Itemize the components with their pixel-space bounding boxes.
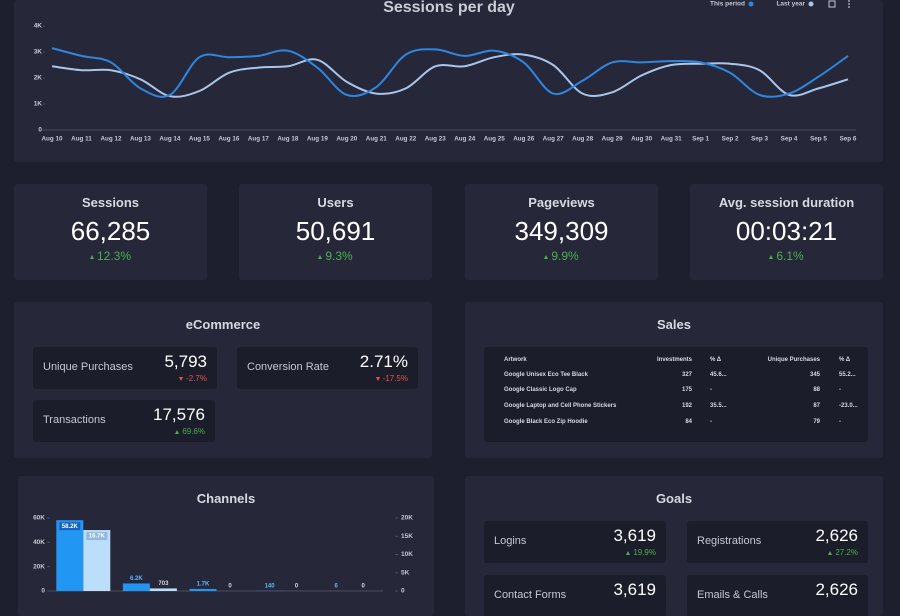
tile-label: Conversion Rate bbox=[247, 361, 329, 373]
kpi-card: Sessions 66,285 12.3% bbox=[14, 184, 207, 280]
card-title: eCommerce bbox=[14, 317, 432, 332]
trend-icon bbox=[90, 255, 94, 259]
tile-label: Transactions bbox=[43, 414, 106, 426]
card-title: Goals bbox=[465, 491, 883, 506]
table-cell: 192 bbox=[682, 403, 692, 409]
kpi-delta-row: 9.9% bbox=[465, 249, 658, 263]
table-cell: Google Unisex Eco Tee Black bbox=[504, 372, 588, 378]
tile-value: 2.71% bbox=[360, 352, 408, 372]
tile-delta: 19.9% bbox=[633, 548, 656, 557]
table-cell: 88 bbox=[813, 387, 820, 393]
trend-icon bbox=[179, 377, 183, 381]
tile-value: 2,626 bbox=[815, 526, 858, 546]
kpi-label: Pageviews bbox=[465, 195, 658, 210]
kpi-value: 50,691 bbox=[239, 216, 432, 247]
trend-icon bbox=[318, 255, 322, 259]
metric-tile: Emails & Calls 2,626 bbox=[687, 575, 868, 616]
kpi-value: 349,309 bbox=[465, 216, 658, 247]
tile-label: Logins bbox=[494, 535, 526, 547]
table-cell: 35.5... bbox=[710, 403, 727, 409]
trend-icon bbox=[626, 551, 630, 555]
trend-icon bbox=[828, 551, 832, 555]
tile-delta: 69.6% bbox=[182, 427, 205, 436]
table-header-cell: % Δ bbox=[710, 357, 721, 363]
table-cell: 345 bbox=[810, 372, 820, 378]
tile-delta: -17.5% bbox=[383, 374, 408, 383]
tile-label: Registrations bbox=[697, 535, 761, 547]
tile-delta-row: 19.9% bbox=[626, 548, 656, 557]
tile-label: Contact Forms bbox=[494, 589, 566, 601]
tile-delta-row: -17.5% bbox=[376, 374, 408, 383]
tile-value: 3,619 bbox=[613, 580, 656, 600]
kpi-card: Avg. session duration 00:03:21 6.1% bbox=[690, 184, 883, 280]
sales-card: Sales Artwork Investments % Δ Unique Purchas… bbox=[465, 302, 883, 458]
kpi-label: Sessions bbox=[14, 195, 207, 210]
dashboard: Sessions 66,285 12.3% Users 50,691 9.3% Pagevi… bbox=[0, 0, 900, 600]
table-cell: Google Classic Logo Cap bbox=[504, 387, 577, 393]
tile-value: 3,619 bbox=[613, 526, 656, 546]
tile-value: 5,793 bbox=[164, 352, 207, 372]
card-title: Sales bbox=[465, 317, 883, 332]
table-cell: - bbox=[710, 387, 712, 393]
kpi-label: Avg. session duration bbox=[690, 195, 883, 210]
metric-tile: Unique Purchases 5,793 -2.7% bbox=[33, 347, 217, 389]
metric-tile: Logins 3,619 19.9% bbox=[484, 521, 666, 563]
metric-tile: Transactions 17,576 69.6% bbox=[33, 400, 215, 442]
table-header-cell: % Δ bbox=[839, 357, 850, 363]
table-cell: 175 bbox=[682, 387, 692, 393]
tile-delta-row: 69.6% bbox=[175, 427, 205, 436]
tile-delta: 27.2% bbox=[835, 548, 858, 557]
trend-icon bbox=[175, 430, 179, 434]
table-cell: 79 bbox=[813, 419, 820, 425]
kpi-card: Pageviews 349,309 9.9% bbox=[465, 184, 658, 280]
metric-tile: Contact Forms 3,619 bbox=[484, 575, 666, 616]
sales-table: Artwork Investments % Δ Unique Purchases % Δ… bbox=[484, 347, 868, 442]
kpi-delta-row: 6.1% bbox=[690, 249, 883, 263]
metric-tile: Registrations 2,626 27.2% bbox=[687, 521, 868, 563]
kpi-value: 66,285 bbox=[14, 216, 207, 247]
kpi-label: Users bbox=[239, 195, 432, 210]
metric-tile: Conversion Rate 2.71% -17.5% bbox=[237, 347, 418, 389]
channels-card: Channels bbox=[18, 476, 434, 616]
table-cell: 84 bbox=[685, 419, 692, 425]
trend-icon bbox=[376, 377, 380, 381]
table-cell: - bbox=[839, 387, 841, 393]
tile-value: 17,576 bbox=[153, 405, 205, 425]
card-title: Channels bbox=[18, 491, 434, 506]
table-cell: 87 bbox=[813, 403, 820, 409]
table-cell: 327 bbox=[682, 372, 692, 378]
kpi-delta: 12.3% bbox=[97, 249, 131, 263]
goals-card: Goals Logins 3,619 19.9% Registrations 2,626 2… bbox=[465, 476, 883, 616]
table-cell: -23.0... bbox=[839, 403, 858, 409]
table-cell: - bbox=[710, 419, 712, 425]
kpi-delta-row: 12.3% bbox=[14, 249, 207, 263]
table-cell: - bbox=[839, 419, 841, 425]
trend-icon bbox=[544, 255, 548, 259]
kpi-value: 00:03:21 bbox=[690, 216, 883, 247]
table-cell: Google Laptop and Cell Phone Stickers bbox=[504, 403, 616, 409]
table-header-cell: Artwork bbox=[504, 357, 527, 363]
table-cell: 55.2... bbox=[839, 372, 856, 378]
kpi-delta: 6.1% bbox=[776, 249, 803, 263]
table-cell: Google Black Eco Zip Hoodie bbox=[504, 419, 588, 425]
tile-delta-row: 27.2% bbox=[828, 548, 858, 557]
trend-icon bbox=[769, 255, 773, 259]
kpi-delta: 9.9% bbox=[551, 249, 578, 263]
kpi-delta-row: 9.3% bbox=[239, 249, 432, 263]
tile-label: Emails & Calls bbox=[697, 589, 768, 601]
kpi-delta: 9.3% bbox=[325, 249, 352, 263]
kpi-card: Users 50,691 9.3% bbox=[239, 184, 432, 280]
tile-value: 2,626 bbox=[815, 580, 858, 600]
table-header-cell: Investments bbox=[657, 357, 692, 363]
table-header-cell: Unique Purchases bbox=[768, 357, 820, 363]
tile-delta: -2.7% bbox=[186, 374, 207, 383]
table-cell: 45.6... bbox=[710, 372, 727, 378]
ecommerce-card: eCommerce Unique Purchases 5,793 -2.7% Conve… bbox=[14, 302, 432, 458]
tile-label: Unique Purchases bbox=[43, 361, 133, 373]
sessions-card bbox=[14, 0, 883, 162]
tile-delta-row: -2.7% bbox=[179, 374, 207, 383]
